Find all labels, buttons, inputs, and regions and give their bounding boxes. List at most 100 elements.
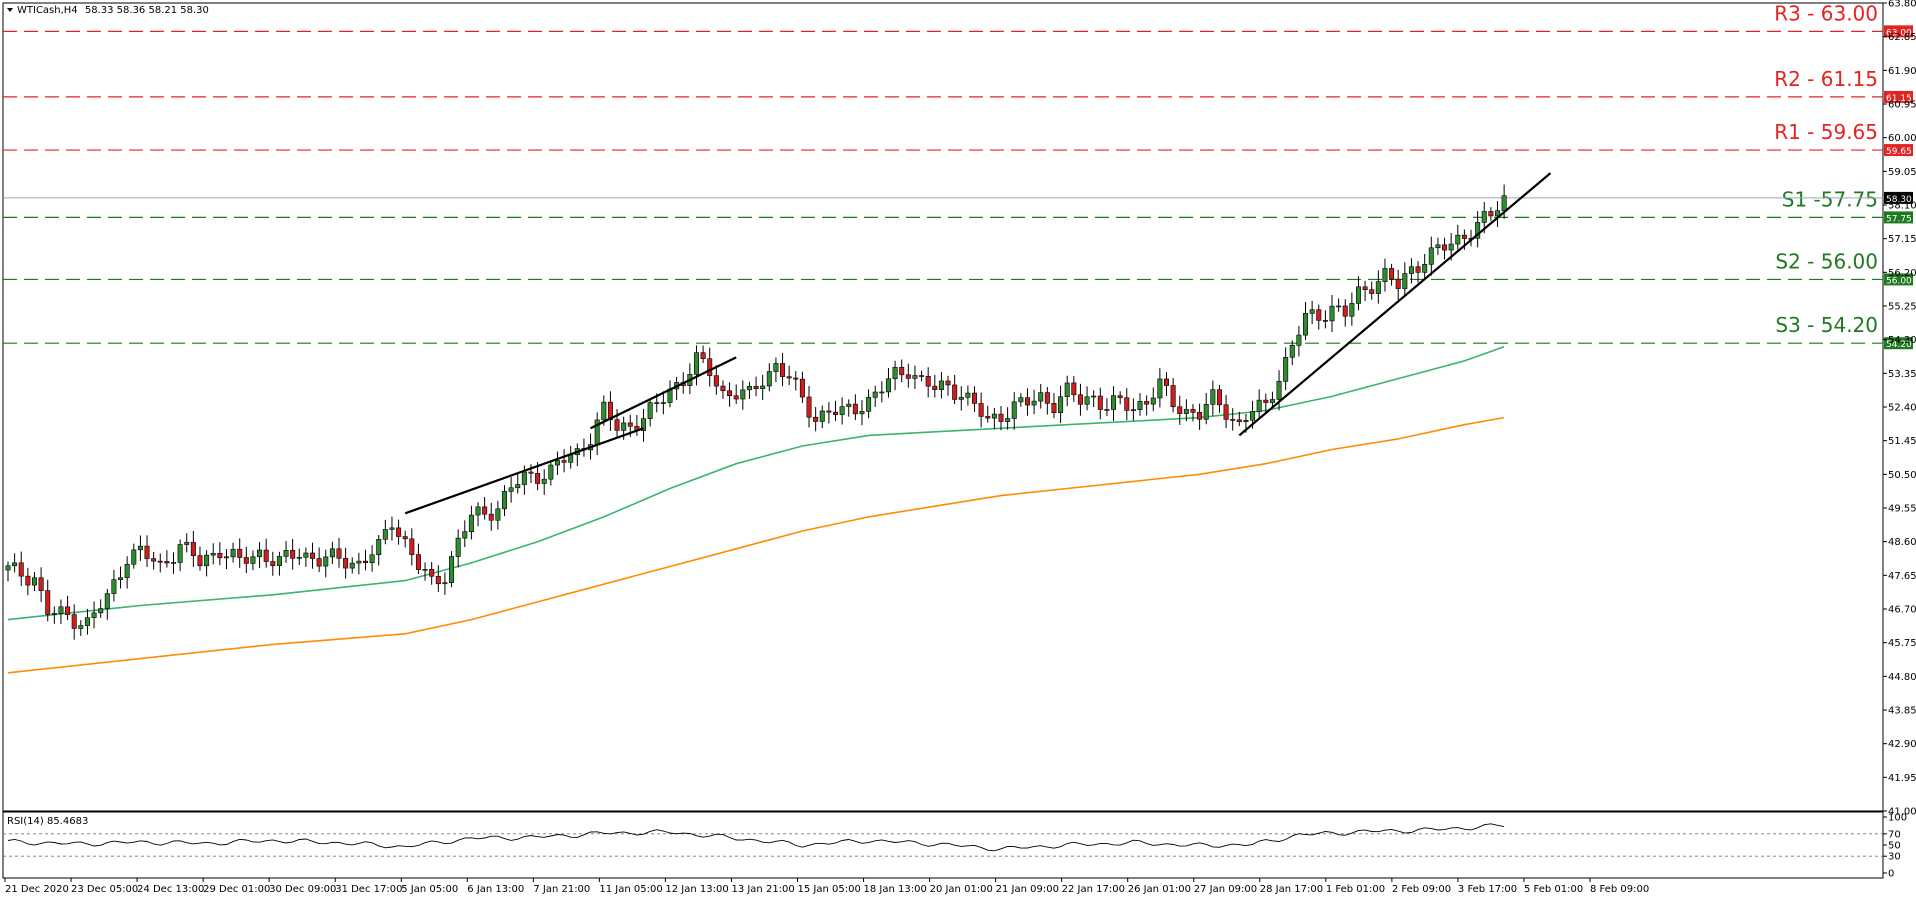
candle	[98, 599, 104, 618]
candle-body	[1455, 234, 1461, 245]
candle	[488, 502, 494, 531]
candle-body	[1164, 378, 1170, 386]
y-tick-label: 60.00	[1888, 133, 1916, 144]
level-label-s2: S2 - 56.00	[1775, 249, 1878, 273]
candle	[376, 535, 382, 566]
candle-body	[693, 352, 699, 375]
x-tick-label: 1 Feb 01:00	[1326, 884, 1385, 895]
candle	[1150, 387, 1156, 412]
candle-body	[1448, 243, 1454, 251]
candle-body	[972, 392, 978, 404]
candle-body	[151, 558, 157, 562]
candle-body	[31, 577, 37, 586]
candle-body	[296, 556, 302, 559]
candle	[1269, 391, 1275, 408]
candle-body	[1322, 320, 1328, 322]
price-tag-text: 61.15	[1886, 94, 1912, 104]
candle-body	[991, 413, 997, 419]
y-tick-label: 61.90	[1888, 66, 1916, 77]
candle-body	[1097, 395, 1103, 410]
candle-body	[1084, 396, 1090, 405]
candle	[1071, 375, 1077, 402]
y-tick-label: 41.00	[1888, 807, 1916, 818]
candle	[296, 548, 302, 565]
candle-body	[1488, 211, 1494, 217]
candle-body	[660, 402, 666, 404]
candle	[1342, 299, 1348, 327]
candle	[515, 473, 521, 494]
candle-body	[1170, 385, 1176, 408]
candle	[290, 539, 296, 570]
level-label-s3: S3 - 54.20	[1775, 313, 1878, 337]
candle-body	[1210, 389, 1216, 405]
candle-body	[12, 562, 18, 567]
candle-body	[310, 552, 316, 559]
price-tag-box	[1884, 211, 1913, 224]
candle	[1236, 411, 1242, 427]
candle-body	[892, 366, 898, 380]
candle	[177, 539, 183, 572]
y-tick-label: 41.95	[1888, 773, 1916, 784]
candle	[409, 528, 415, 566]
candle	[773, 357, 779, 383]
candle-body	[1117, 395, 1123, 399]
rsi-tick-label: 50	[1888, 841, 1901, 852]
candle-body	[919, 375, 925, 377]
candle-body	[184, 541, 190, 545]
candle	[1210, 380, 1216, 416]
candle	[1382, 258, 1388, 292]
candle	[362, 549, 368, 571]
candle	[938, 372, 944, 399]
candle-body	[1481, 211, 1487, 223]
candle-body	[1051, 402, 1057, 414]
candle-body	[839, 406, 845, 415]
candle-body	[932, 385, 938, 390]
candle	[793, 371, 799, 391]
candle	[1084, 386, 1090, 411]
candle-body	[1203, 404, 1209, 420]
candle	[455, 529, 461, 568]
candle	[1283, 347, 1289, 391]
collapse-triangle-icon[interactable]	[7, 8, 13, 12]
candle	[846, 399, 852, 417]
candle	[243, 546, 249, 574]
candle-body	[1256, 399, 1262, 412]
candle-body	[1402, 273, 1408, 289]
candle	[885, 367, 891, 398]
candle-body	[700, 352, 706, 359]
candle	[415, 543, 421, 574]
candle-body	[978, 403, 984, 417]
candle-body	[38, 577, 44, 591]
candle	[462, 520, 468, 548]
candle	[1130, 398, 1136, 421]
candle-body	[1018, 397, 1024, 403]
candle-body	[740, 389, 746, 400]
candle	[1005, 407, 1011, 430]
candle	[71, 604, 77, 640]
candle-body	[349, 562, 355, 569]
candle-body	[362, 560, 368, 563]
candle	[230, 542, 236, 563]
candle-body	[462, 531, 468, 539]
candle	[647, 398, 653, 427]
candle-body	[1369, 289, 1375, 294]
level-label-r3: R3 - 63.00	[1774, 1, 1878, 25]
price-tag-box	[1884, 273, 1913, 286]
candle-body	[501, 491, 507, 510]
candle-body	[1197, 412, 1203, 420]
price-tag-box	[1884, 337, 1913, 350]
candle-body	[1157, 378, 1163, 399]
candle-body	[1349, 303, 1355, 317]
candle	[561, 449, 567, 473]
candle-body	[1177, 406, 1183, 414]
candle-body	[402, 536, 408, 540]
candle-body	[65, 606, 71, 615]
candle	[1355, 276, 1361, 311]
candle-body	[1442, 244, 1448, 251]
candle	[541, 469, 547, 495]
candle	[1177, 395, 1183, 425]
candle	[5, 561, 11, 582]
candle-body	[343, 557, 349, 569]
y-tick-label: 55.25	[1888, 302, 1916, 313]
